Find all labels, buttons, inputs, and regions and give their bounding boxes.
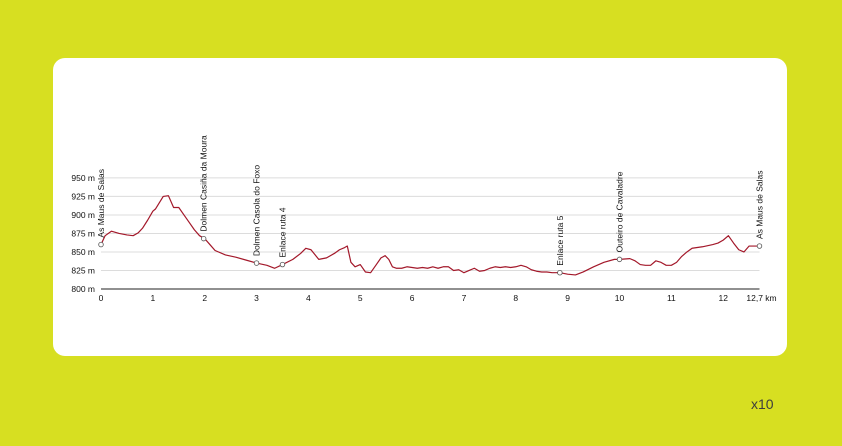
y-tick-label: 925 m <box>71 191 95 201</box>
y-tick-label: 850 m <box>71 247 95 257</box>
x-tick-label: 9 <box>565 293 570 303</box>
waypoint-marker <box>557 270 563 276</box>
y-tick-label: 875 m <box>71 228 95 238</box>
waypoint-marker <box>756 243 763 249</box>
x-tick-label: 1 <box>150 293 155 303</box>
waypoint-label: As Maus de Salas <box>96 169 106 238</box>
y-tick-label: 800 m <box>71 284 95 294</box>
waypoint-marker <box>200 235 207 242</box>
x-tick-label: 7 <box>462 293 467 303</box>
x-tick-label: 5 <box>358 293 363 303</box>
waypoint-label: Dolmen Casola do Foxo <box>252 165 262 256</box>
waypoint-label: Outeiro de Cavaladre <box>615 171 625 252</box>
waypoint-marker <box>98 241 104 248</box>
x-tick-label: 3 <box>254 293 259 303</box>
x-tick-label: 4 <box>306 293 311 303</box>
x-tick-label: 12 <box>718 293 728 303</box>
x-end-label: 12,7 km <box>746 293 776 303</box>
y-tick-label: 825 m <box>71 265 95 275</box>
waypoint-label: Dolmen Casiña da Moura <box>199 135 209 232</box>
x-tick-label: 10 <box>615 293 625 303</box>
waypoint-label: Enlace ruta 5 <box>555 215 565 265</box>
waypoint-label: Enlace ruta 4 <box>277 207 287 257</box>
y-tick-label: 950 m <box>71 173 95 183</box>
x-tick-label: 8 <box>513 293 518 303</box>
zoom-label: x10 <box>751 396 774 412</box>
y-tick-label: 900 m <box>71 210 95 220</box>
x-tick-label: 2 <box>202 293 207 303</box>
waypoint-marker <box>253 260 260 266</box>
waypoint-label: As Maus de Salas <box>755 171 765 240</box>
x-tick-label: 0 <box>99 293 104 303</box>
x-tick-label: 11 <box>667 293 676 303</box>
waypoint-marker <box>279 261 286 268</box>
x-tick-label: 6 <box>410 293 415 303</box>
waypoint-marker <box>616 256 623 263</box>
